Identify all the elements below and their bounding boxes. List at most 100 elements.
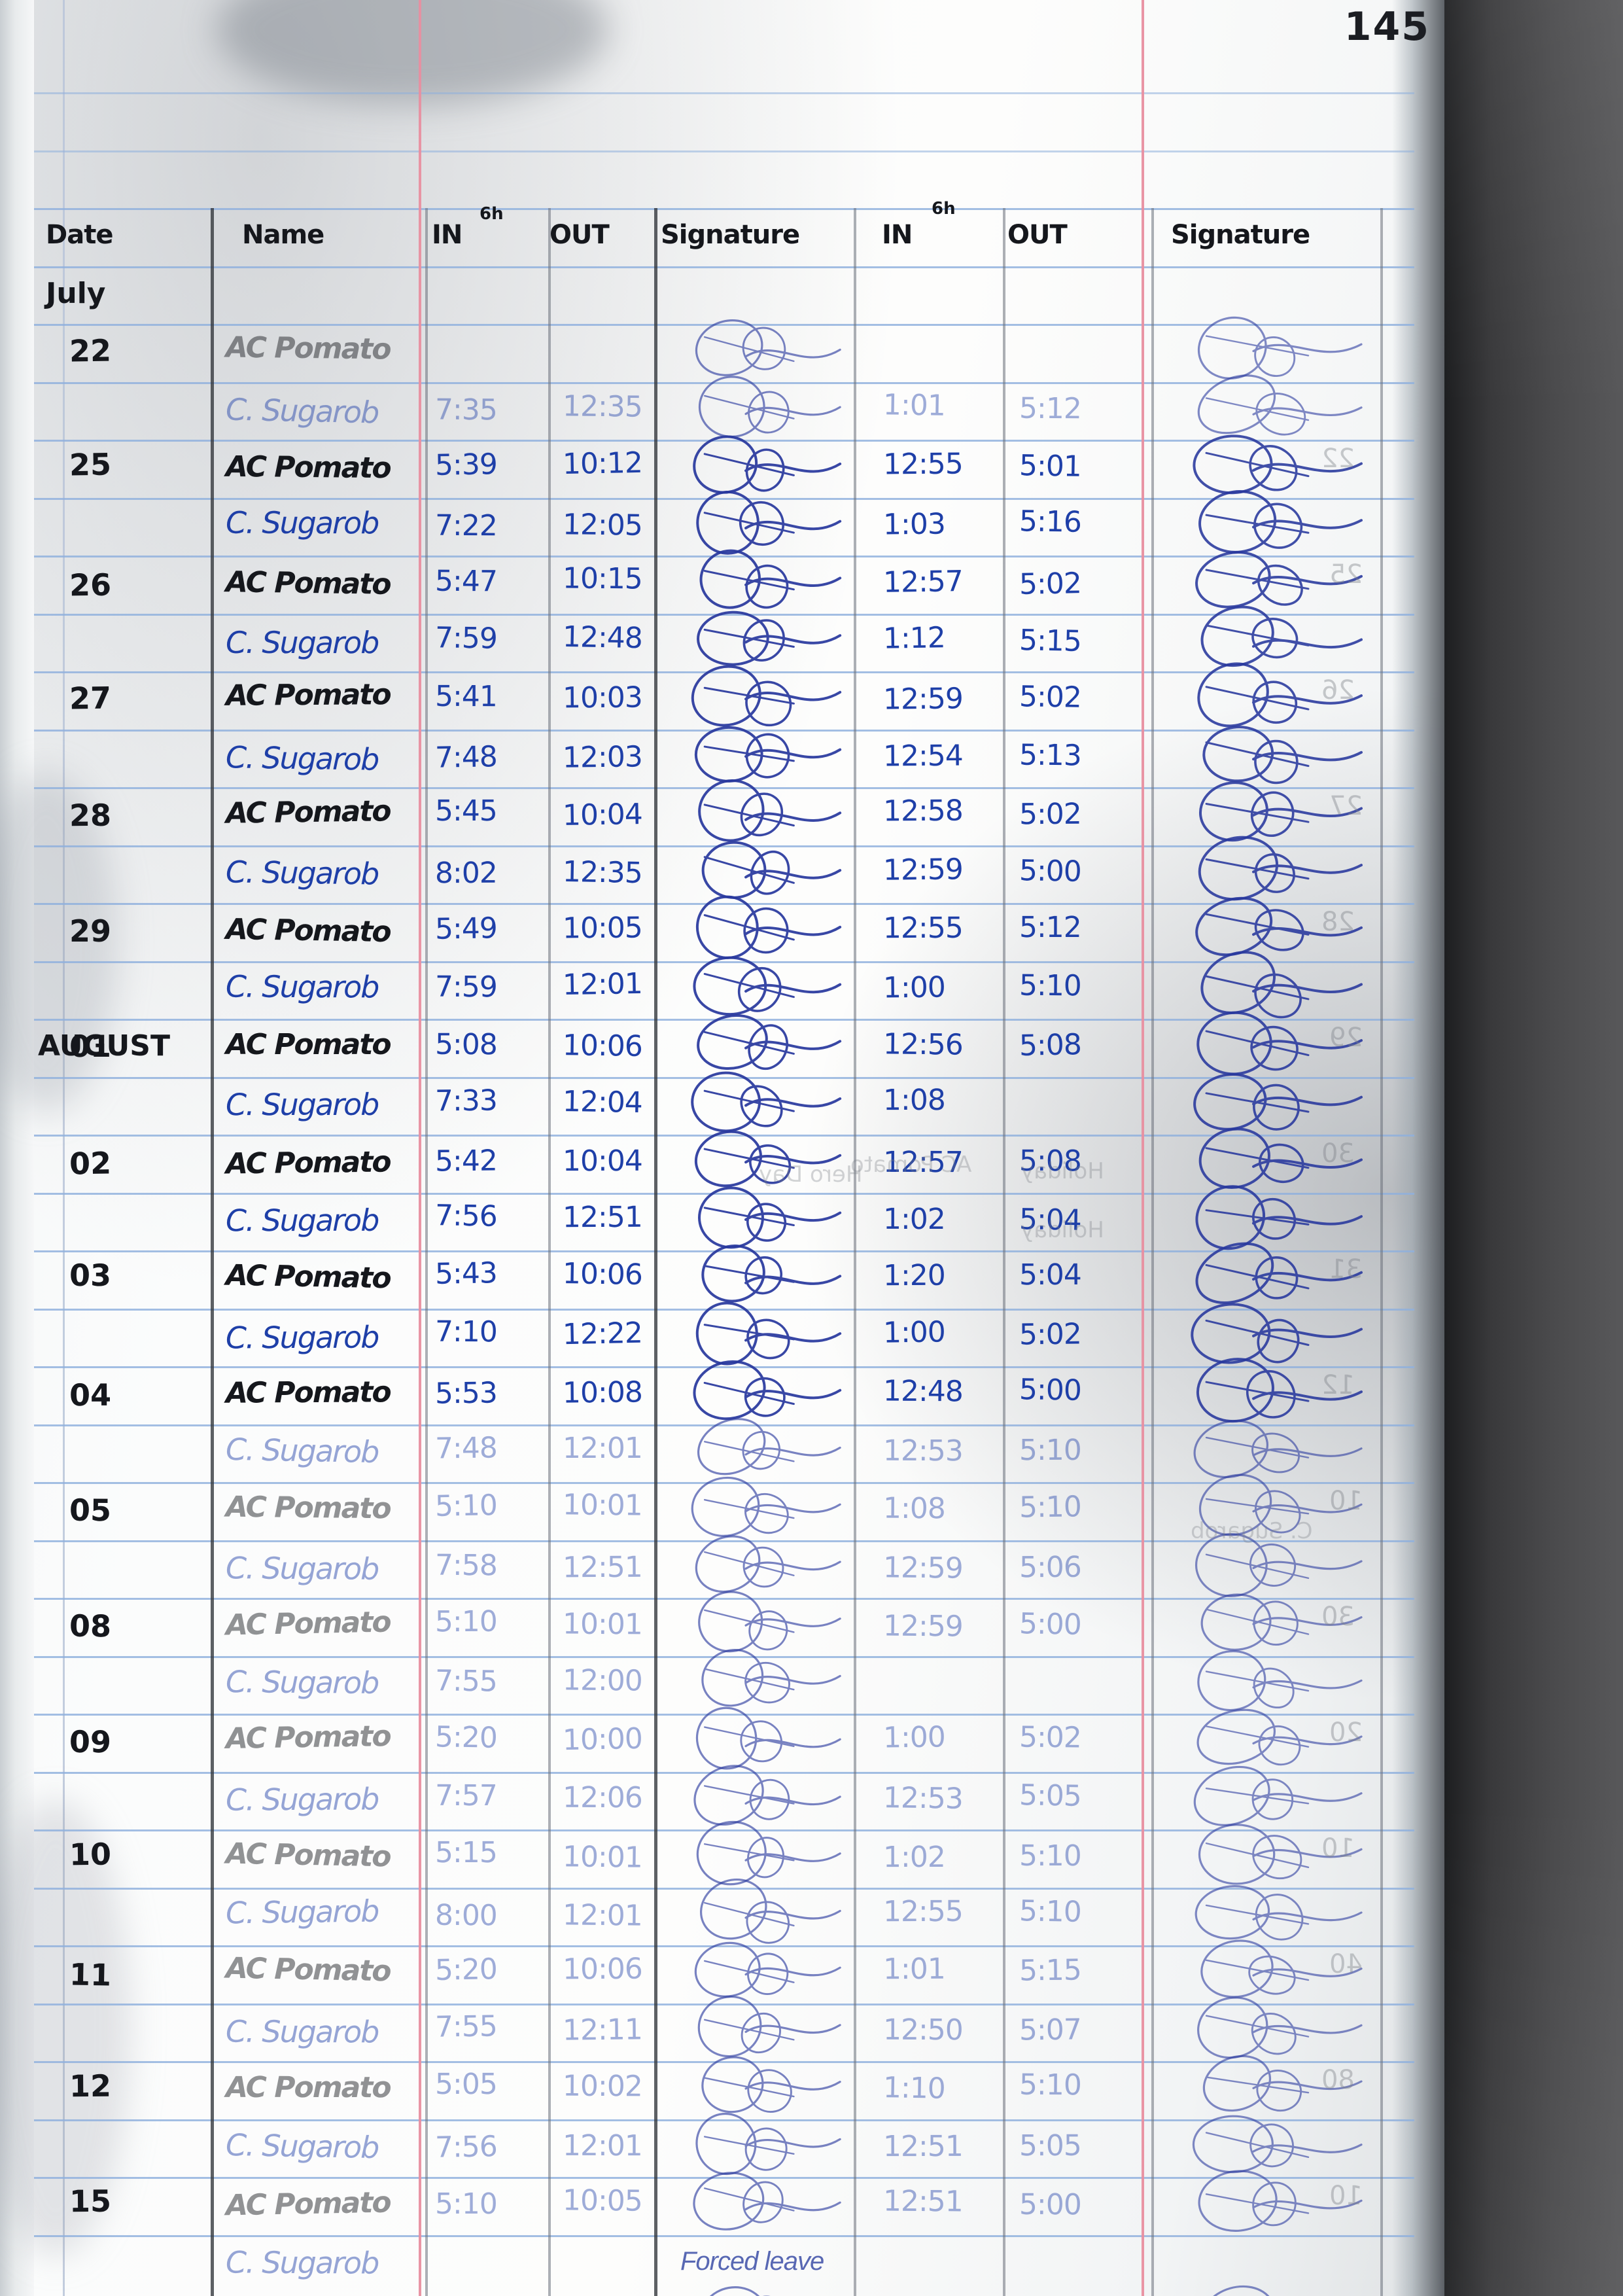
row-date-cell: 26 (69, 567, 112, 603)
row-out1-cell: 10:05 (563, 911, 642, 945)
column-header-out1: OUT (550, 220, 609, 250)
row-in2-cell: 1:02 (883, 1203, 945, 1236)
row-in1-cell: 5:10 (435, 1605, 497, 1638)
ruled-line (34, 1019, 1414, 1021)
row-name-cell: C. Sugarob (226, 1203, 378, 1238)
row-out1-cell: 12:05 (563, 508, 642, 542)
row-name-cell: AC Pomato (226, 2186, 391, 2223)
row-in2-cell: 12:55 (883, 1895, 963, 1929)
row-out2-cell: 5:02 (1019, 680, 1082, 715)
row-in1-cell: 7:48 (435, 1431, 497, 1465)
row-in2-cell: 1:08 (883, 1084, 945, 1117)
row-name-cell: AC Pomato (226, 450, 391, 484)
ruled-line (34, 324, 1414, 326)
column-header-sig2: Signature (1171, 220, 1310, 250)
margin-rule-right (1142, 0, 1144, 2296)
row-name-cell: C. Sugarob (226, 968, 379, 1004)
row-in1-cell: 7:57 (435, 1778, 497, 1812)
row-in2-cell: 12:57 (883, 565, 964, 600)
row-name-cell: AC Pomato (226, 1145, 391, 1180)
row-out1-cell: 12:01 (563, 1432, 642, 1465)
row-name-cell: C. Sugarob (226, 1664, 379, 1701)
row-out1-cell: 12:35 (563, 389, 642, 423)
row-out1-cell: 12:11 (563, 2013, 642, 2047)
row-out2-cell: 5:10 (1019, 1434, 1081, 1467)
page-number: 145 (1344, 4, 1430, 50)
row-name-cell: C. Sugarob (226, 2014, 379, 2050)
row-out2-cell: 5:15 (1019, 624, 1081, 658)
row-out2-cell: 5:16 (1019, 504, 1082, 539)
row-out1-cell: 10:04 (563, 798, 643, 832)
row-in1-cell: 7:59 (435, 622, 498, 656)
row-name-cell: C. Sugarob (226, 739, 379, 777)
row-out2-cell: 5:01 (1019, 450, 1082, 484)
row-name-cell: AC Pomato (226, 331, 391, 366)
row-in1-cell: 5:05 (435, 2068, 497, 2101)
row-in2-cell: 12:53 (883, 1781, 964, 1816)
row-in1-cell: 7:33 (435, 1084, 497, 1118)
row-in2-cell: 1:00 (883, 1315, 946, 1349)
book-gutter-shadow (1392, 0, 1451, 2296)
row-name-cell: C. Sugarob (226, 1320, 379, 1356)
row-out1-cell: 12:03 (563, 740, 642, 775)
ruled-line (34, 1077, 1414, 1079)
bleed-through-number: 12 (1321, 1370, 1355, 1400)
row-out1-cell: 12:48 (563, 620, 643, 655)
row-in1-cell: 5:39 (435, 448, 498, 482)
row-out1-cell: 12:01 (563, 967, 643, 1002)
row-in2-cell: 12:58 (883, 794, 963, 828)
row-in2-cell: 12:55 (883, 448, 963, 482)
row-out2-cell: 5:10 (1019, 969, 1081, 1003)
row-in2-cell: 12:50 (883, 2013, 963, 2047)
ruled-line (34, 1366, 1414, 1368)
row-in1-cell: 5:45 (435, 794, 497, 828)
row-name-cell: AC Pomato (226, 913, 391, 949)
column-rule-in1 (548, 208, 551, 2296)
ruled-line (34, 92, 1414, 94)
bleed-through-number: 10 (1321, 1833, 1355, 1863)
row-name-cell: AC Pomato (226, 565, 391, 601)
row-name-cell: AC Pomato (226, 1258, 391, 1295)
row-in1-cell: 7:10 (435, 1315, 497, 1349)
bleed-through-number: 40 (1329, 1949, 1363, 1979)
column-header-in1: IN (432, 220, 462, 250)
bleed-through-word: AC Pomato (850, 1152, 971, 1178)
row-out1-cell: 10:06 (563, 1952, 642, 1986)
row-out2-cell: 5:00 (1019, 2188, 1081, 2222)
row-in1-cell: 5:43 (435, 1256, 498, 1291)
bleed-through-number: 20 (1329, 1718, 1363, 1748)
header-superscript-mark: 6h (480, 204, 504, 224)
row-out1-cell: 10:00 (563, 1722, 643, 1757)
row-date-cell: 25 (69, 447, 112, 483)
column-rule-in2 (1003, 208, 1005, 2296)
row-in1-cell: 8:02 (435, 856, 497, 889)
row-out2-cell: 5:10 (1019, 1894, 1082, 1929)
row-in1-cell: 7:56 (435, 2130, 498, 2164)
row-name-cell: AC Pomato (226, 1837, 391, 1873)
row-in2-cell: 12:56 (883, 1027, 963, 1061)
row-name-cell: C. Sugarob (226, 1782, 379, 1818)
row-name-cell: AC Pomato (226, 1720, 391, 1756)
row-out1-cell: 10:06 (563, 1029, 642, 1063)
row-in1-cell: 5:10 (435, 2187, 497, 2221)
row-date-cell: 27 (69, 680, 112, 716)
scanned-logbook-page: 145 Date Name IN OUT Signature IN OUT Signature… (0, 0, 1623, 2296)
row-in1-cell: 5:20 (434, 1952, 497, 1987)
row-out2-cell: 5:08 (1019, 1028, 1081, 1063)
bleed-through-number: 10 (1329, 2181, 1363, 2211)
row-in1-cell: 7:55 (435, 2009, 498, 2043)
column-header-name: Name (242, 220, 324, 250)
bleed-through-number: 80 (1321, 2065, 1355, 2095)
column-rule-sig1 (854, 208, 856, 2296)
row-in2-cell: 12:59 (883, 1609, 963, 1643)
row-in2-cell: 12:59 (883, 682, 963, 716)
column-header-out2: OUT (1007, 220, 1067, 250)
row-in2-cell: 12:59 (883, 1551, 963, 1585)
row-in1-cell: 5:41 (435, 680, 497, 713)
bleed-through-number: 22 (1321, 444, 1355, 474)
row-date-cell: 05 (69, 1492, 111, 1528)
row-in2-cell: 1:03 (883, 507, 945, 541)
row-out2-cell: 5:00 (1019, 1373, 1082, 1407)
ruled-line (34, 498, 1414, 500)
row-in2-cell: 1:00 (883, 971, 945, 1005)
